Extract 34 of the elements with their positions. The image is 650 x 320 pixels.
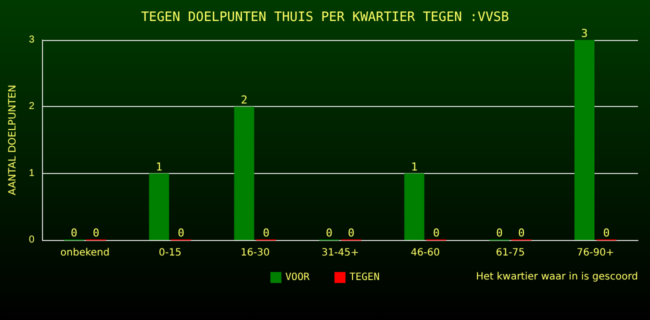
data-label: 0: [348, 226, 355, 240]
data-label: 3: [581, 27, 588, 40]
x-tick-label: 16-30: [240, 248, 270, 258]
x-tick-label: 61-75: [496, 248, 525, 258]
y-tick-label: 1: [28, 168, 35, 179]
data-label: 1: [156, 160, 162, 174]
x-axis-title: Het kwartier waar in is gescoord: [476, 272, 638, 282]
bar: [404, 173, 424, 240]
x-tick-label: 31-45+: [322, 248, 359, 258]
legend-label: TEGEN: [349, 272, 380, 283]
x-tick-label: 76-90+: [576, 248, 614, 258]
data-label: 0: [262, 226, 270, 240]
bar: [149, 173, 170, 240]
legend-label: VOOR: [285, 272, 310, 283]
data-label: 0: [178, 226, 184, 240]
data-label: 0: [496, 226, 503, 240]
data-label: 0: [92, 226, 100, 240]
y-tick-label: 2: [28, 101, 35, 112]
y-axis-title: AANTAL DOELPUNTEN: [8, 84, 18, 196]
data-label: 0: [603, 226, 610, 240]
y-tick-label: 0: [28, 234, 35, 246]
bar: [574, 40, 594, 240]
chart-title: TEGEN DOELPUNTEN THUIS PER KWARTIER TEGEN :VVSB: [141, 10, 510, 25]
bar: [234, 106, 254, 240]
x-tick-label: 0-15: [158, 248, 182, 258]
data-label: 0: [518, 226, 525, 240]
x-tick-label: 46-60: [410, 248, 440, 258]
data-label: 2: [240, 94, 248, 107]
data-label: 0: [70, 226, 78, 240]
y-tick-label: 3: [28, 34, 35, 46]
x-tick-label: onbekend: [60, 248, 110, 258]
data-label: 1: [410, 160, 418, 174]
data-label: 0: [432, 226, 440, 240]
data-label: 0: [326, 226, 333, 240]
